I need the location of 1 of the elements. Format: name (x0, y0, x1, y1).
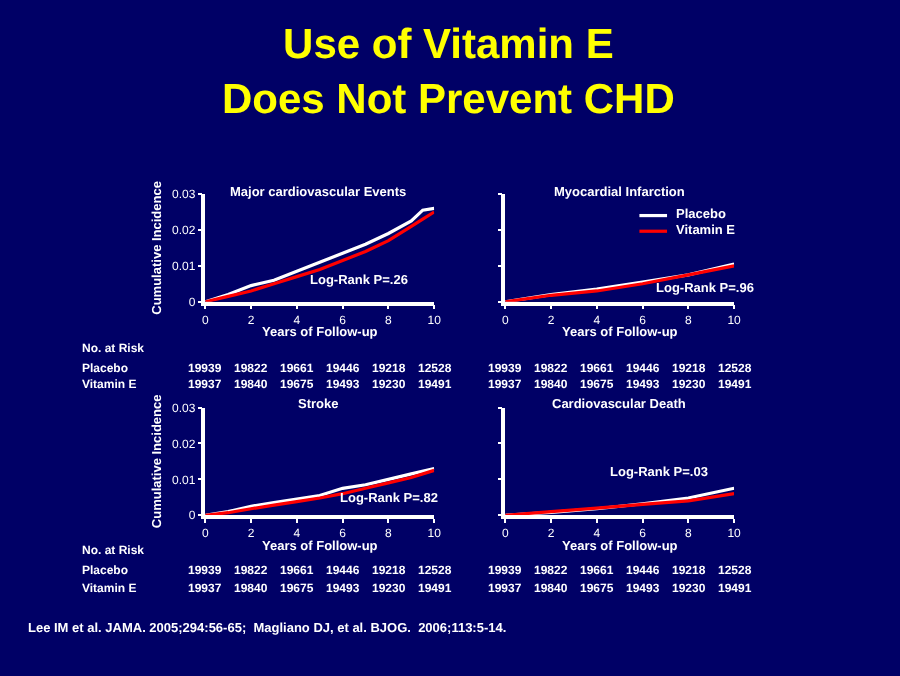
text: Use of Vitamin E Does Not Prevent CHD (222, 22, 675, 123)
